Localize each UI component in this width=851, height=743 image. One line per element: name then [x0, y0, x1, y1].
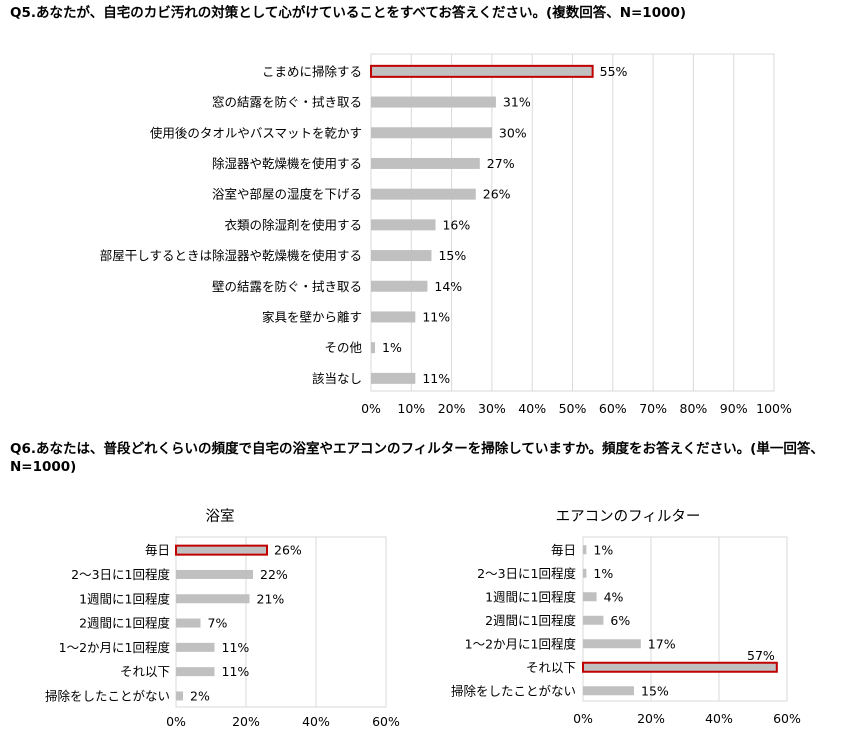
c1-tick-label: 70% [639, 401, 667, 416]
c3-tick-label: 20% [637, 711, 665, 726]
c1-category-label: 部屋干しするときは除湿器や乾燥機を使用する [100, 248, 362, 263]
c3-value-label: 1% [593, 566, 613, 581]
c3-value-label: 57% [747, 648, 775, 663]
c1-bar [371, 280, 428, 292]
c1-value-label: 26% [483, 187, 511, 202]
c3-category-label: それ以下 [526, 660, 576, 675]
c1-category-label: 除湿器や乾燥機を使用する [212, 156, 362, 171]
c1-value-label: 1% [382, 340, 402, 355]
c2-value-label: 11% [222, 640, 250, 655]
c1-category-label: 使用後のタオルやバスマットを乾かす [150, 125, 362, 140]
c1-bar [371, 372, 416, 384]
c2-value-label: 21% [257, 591, 285, 606]
c3-tick-label: 40% [705, 711, 733, 726]
c1-value-label: 16% [442, 217, 470, 232]
c3-category-label: 毎日 [551, 542, 576, 557]
c1-tick-label: 60% [599, 401, 627, 416]
c1-tick-label: 100% [756, 401, 792, 416]
c3-category-label: 2～3日に1回程度 [477, 566, 576, 581]
c3-bar [583, 568, 587, 578]
c3-value-label: 1% [593, 542, 613, 557]
c1-category-label: 壁の結露を防ぐ・拭き取る [212, 279, 362, 294]
c1-category-label: 衣類の除湿剤を使用する [224, 217, 362, 232]
c3-chart-title: エアコンのフィルター [556, 508, 701, 525]
c3-value-label: 17% [648, 636, 676, 651]
c1-category-label: その他 [324, 340, 362, 355]
c1-bar [371, 311, 416, 323]
c1-value-label: 55% [600, 64, 628, 79]
c2-tick-label: 40% [302, 714, 330, 729]
c1-category-label: 浴室や部屋の湿度を下げる [212, 187, 362, 202]
c2-value-label: 7% [208, 616, 228, 631]
c2-tick-label: 0% [166, 714, 186, 729]
c3-tick-label: 60% [773, 711, 801, 726]
c1-bar [371, 250, 432, 262]
c2-category-label: 2～3日に1回程度 [71, 567, 170, 582]
c2-chart-title: 浴室 [206, 508, 235, 525]
c3-value-label: 6% [610, 613, 630, 628]
c2-bar [176, 667, 215, 677]
c3-value-label: 4% [604, 589, 624, 604]
c2-value-label: 2% [190, 688, 210, 703]
c2-value-label: 26% [274, 543, 302, 558]
c1-value-label: 30% [499, 125, 527, 140]
c3-category-label: 1～2か月に1回程度 [465, 636, 577, 651]
c1-tick-label: 90% [720, 401, 748, 416]
c1-value-label: 11% [422, 309, 450, 324]
c2-bar [175, 544, 268, 556]
c1-bar [371, 96, 496, 108]
c2-value-label: 11% [222, 664, 250, 679]
c1-category-label: 家具を壁から離す [262, 309, 362, 324]
c2-bar [176, 691, 183, 701]
c2-category-label: 2週間に1回程度 [79, 616, 170, 631]
c2-tick-label: 60% [372, 714, 400, 729]
c2-bar [176, 642, 215, 652]
c1-bar [371, 219, 436, 231]
c1-bar [371, 157, 480, 169]
c1-tick-label: 50% [559, 401, 587, 416]
c1-category-label: こまめに掃除する [262, 64, 362, 79]
c3-category-label: 2週間に1回程度 [485, 613, 576, 628]
c3-category-label: 1週間に1回程度 [485, 589, 576, 604]
c3-value-label: 15% [641, 683, 669, 698]
c1-bar [370, 64, 594, 78]
c1-value-label: 11% [422, 371, 450, 386]
q6-question: Q6.あなたは、普段どれくらいの頻度で自宅の浴室やエアコンのフィルターを掃除して… [10, 441, 824, 475]
c1-value-label: 27% [487, 156, 515, 171]
c1-bar [371, 127, 492, 139]
c2-bar [176, 569, 253, 579]
c2-bar [176, 618, 201, 628]
c2-category-label: 掃除をしたことがない [45, 688, 170, 703]
c2-bar [176, 594, 250, 604]
c3-bar [583, 686, 634, 696]
c2-value-label: 22% [260, 567, 288, 582]
c3-bar [583, 545, 587, 555]
c2-category-label: 1週間に1回程度 [79, 591, 170, 606]
c2-tick-label: 20% [232, 714, 260, 729]
q5-question: Q5.あなたが、自宅のカビ汚れの対策として心がけていることをすべてお答えください… [10, 5, 687, 21]
c3-bar [583, 592, 597, 602]
c2-category-label: 毎日 [145, 543, 170, 558]
c3-tick-label: 0% [573, 711, 593, 726]
c2-category-label: それ以下 [120, 664, 170, 679]
c1-tick-label: 40% [518, 401, 546, 416]
c1-tick-label: 10% [397, 401, 425, 416]
c1-tick-label: 20% [438, 401, 466, 416]
c1-value-label: 15% [438, 248, 466, 263]
c1-value-label: 14% [434, 279, 462, 294]
c3-category-label: 掃除をしたことがない [451, 683, 576, 698]
c1-tick-label: 0% [361, 401, 381, 416]
c1-category-label: 該当なし [312, 371, 362, 386]
c1-value-label: 31% [503, 95, 531, 110]
c3-bar [582, 661, 778, 673]
c3-bar [583, 615, 604, 625]
c1-tick-label: 80% [680, 401, 708, 416]
c1-tick-label: 30% [478, 401, 506, 416]
c1-bar [371, 188, 476, 200]
c3-bar [583, 639, 641, 649]
c1-bar [371, 342, 376, 354]
c1-category-label: 窓の結露を防ぐ・拭き取る [212, 95, 362, 110]
c2-category-label: 1～2か月に1回程度 [59, 640, 171, 655]
